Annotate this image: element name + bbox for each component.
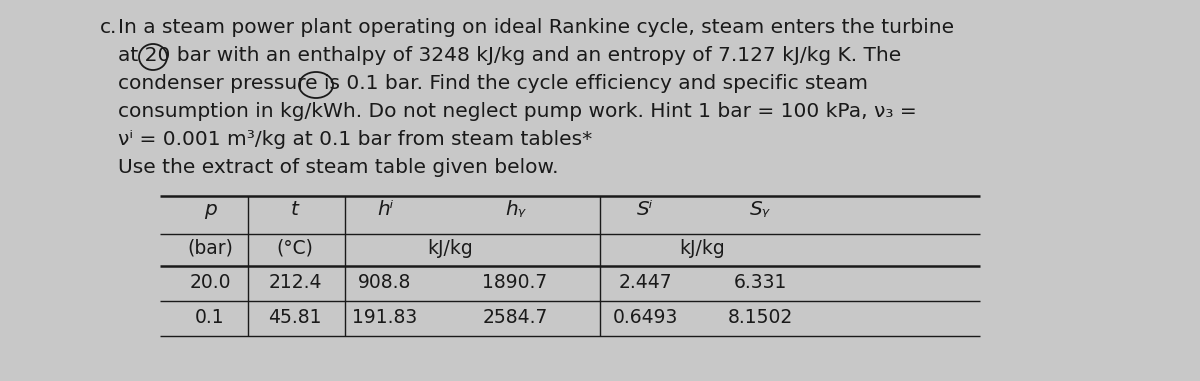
Text: 20.0: 20.0 — [190, 273, 230, 292]
Text: Use the extract of steam table given below.: Use the extract of steam table given bel… — [118, 158, 558, 177]
Text: (°C): (°C) — [276, 239, 313, 258]
Text: hⁱ: hⁱ — [377, 200, 394, 219]
Text: 1890.7: 1890.7 — [482, 273, 547, 292]
Text: c.: c. — [100, 18, 118, 37]
Text: Sᵧ: Sᵧ — [750, 200, 770, 219]
Text: 212.4: 212.4 — [269, 273, 322, 292]
Text: (bar): (bar) — [187, 239, 233, 258]
Text: In a steam power plant operating on ideal Rankine cycle, steam enters the turbin: In a steam power plant operating on idea… — [118, 18, 954, 37]
Text: 0.1: 0.1 — [196, 308, 224, 327]
Text: 45.81: 45.81 — [269, 308, 322, 327]
Text: p: p — [204, 200, 216, 219]
Text: 8.1502: 8.1502 — [727, 308, 793, 327]
Text: 908.8: 908.8 — [359, 273, 412, 292]
Text: at 20 bar with an enthalpy of 3248 kJ/kg and an entropy of 7.127 kJ/kg K. The: at 20 bar with an enthalpy of 3248 kJ/kg… — [118, 46, 901, 65]
Text: consumption in kg/kWh. Do not neglect pump work. Hint 1 bar = 100 kPa, ν₃ =: consumption in kg/kWh. Do not neglect pu… — [118, 102, 917, 121]
Text: kJ/kg: kJ/kg — [679, 239, 725, 258]
Text: 6.331: 6.331 — [733, 273, 787, 292]
Text: t: t — [292, 200, 299, 219]
Text: 2.447: 2.447 — [618, 273, 672, 292]
Text: condenser pressure is 0.1 bar. Find the cycle efficiency and specific steam: condenser pressure is 0.1 bar. Find the … — [118, 74, 868, 93]
Text: 191.83: 191.83 — [353, 308, 418, 327]
Text: 0.6493: 0.6493 — [612, 308, 678, 327]
Text: Sⁱ: Sⁱ — [637, 200, 653, 219]
Text: kJ/kg: kJ/kg — [427, 239, 473, 258]
Text: 2584.7: 2584.7 — [482, 308, 547, 327]
Text: νⁱ = 0.001 m³/kg at 0.1 bar from steam tables*: νⁱ = 0.001 m³/kg at 0.1 bar from steam t… — [118, 130, 593, 149]
Text: hᵧ: hᵧ — [505, 200, 526, 219]
